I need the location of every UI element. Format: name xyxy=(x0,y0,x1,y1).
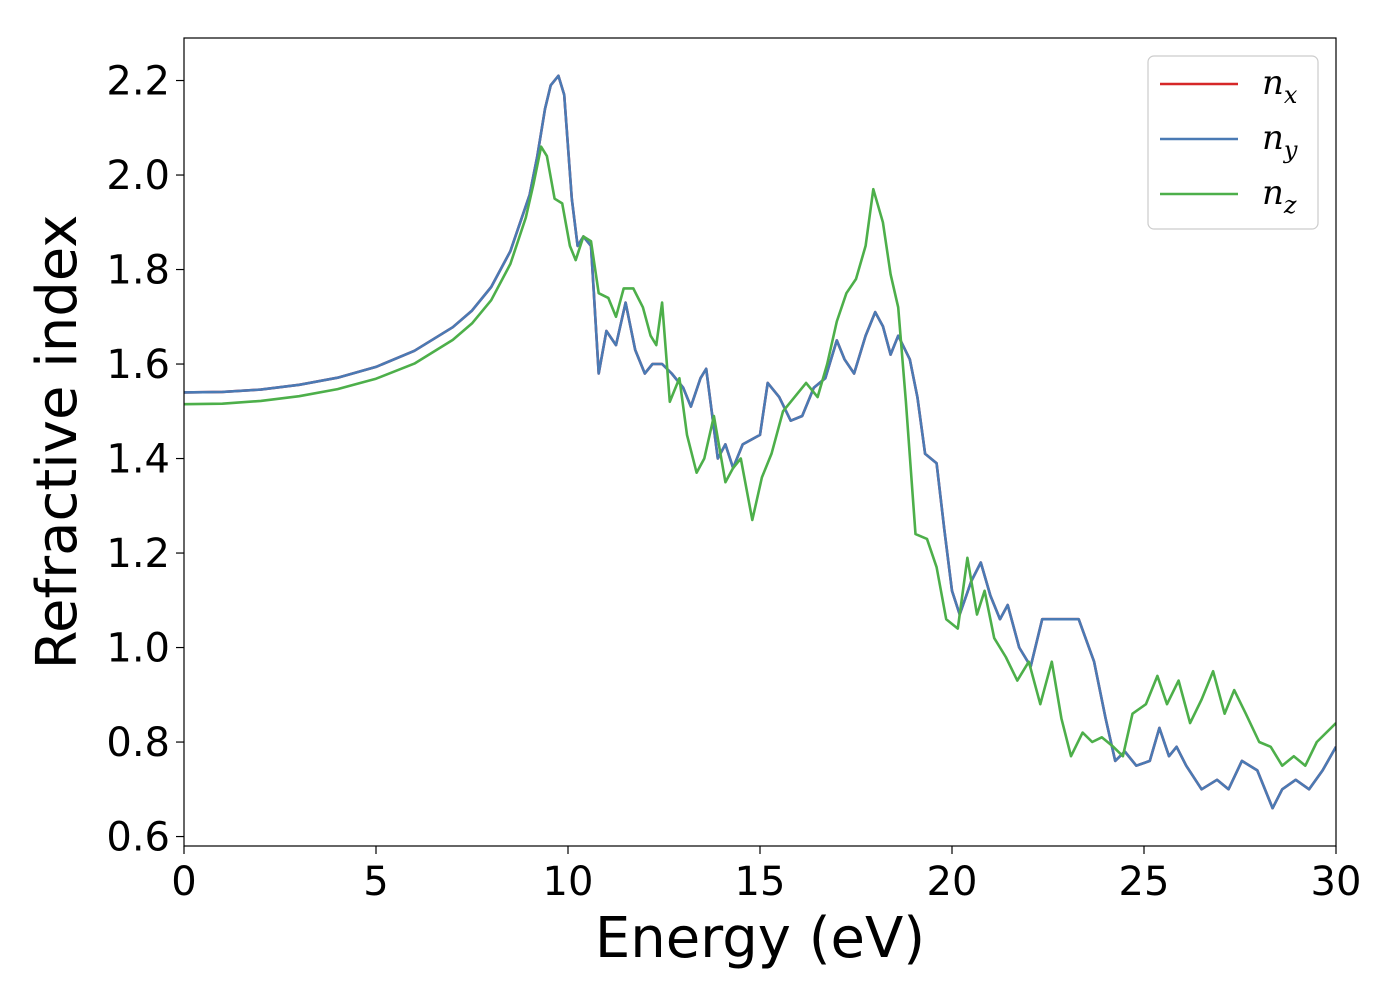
legend-label-nz: nz xyxy=(1262,173,1297,219)
x-tick-label: 5 xyxy=(363,859,388,905)
x-tick-label: 10 xyxy=(543,859,594,905)
legend-label-subscript: z xyxy=(1283,191,1297,219)
legend-label-subscript: x xyxy=(1284,81,1298,109)
y-tick-label: 1.0 xyxy=(106,626,170,672)
y-tick-label: 0.8 xyxy=(106,720,170,766)
y-tick-label: 2.0 xyxy=(106,153,170,199)
y-axis-title: Refractive index xyxy=(25,215,90,670)
series-layer xyxy=(184,74,1336,810)
legend-label-ny: ny xyxy=(1262,118,1298,164)
x-tick-label: 15 xyxy=(735,859,786,905)
y-tick-label: 1.6 xyxy=(106,342,170,388)
legend-label-base: n xyxy=(1262,118,1284,158)
legend-box xyxy=(1147,55,1319,230)
series-line-nz xyxy=(184,145,1336,767)
x-axis-ticks: 0 5 10 15 20 25 30 xyxy=(171,846,1361,905)
y-tick-label: 2.2 xyxy=(106,59,170,105)
x-tick-label: 0 xyxy=(171,859,196,905)
y-tick-label: 1.4 xyxy=(106,437,170,483)
y-tick-label: 1.2 xyxy=(106,531,170,577)
legend-label-base: n xyxy=(1262,63,1284,103)
x-tick-label: 30 xyxy=(1311,859,1362,905)
x-tick-label: 20 xyxy=(927,859,978,905)
plot-area xyxy=(184,38,1336,846)
x-tick-label: 25 xyxy=(1119,859,1170,905)
y-axis-ticks: 0.6 0.8 1.0 1.2 1.4 1.6 1.8 2.0 2.2 xyxy=(106,59,184,861)
x-axis-title: Energy (eV) xyxy=(595,906,925,971)
y-tick-label: 0.6 xyxy=(106,815,170,861)
legend-label-base: n xyxy=(1262,173,1284,213)
legend-label-subscript: y xyxy=(1283,136,1298,164)
series-line-ny xyxy=(184,74,1336,810)
y-tick-label: 1.8 xyxy=(106,248,170,294)
legend-label-nx: nx xyxy=(1262,63,1298,109)
